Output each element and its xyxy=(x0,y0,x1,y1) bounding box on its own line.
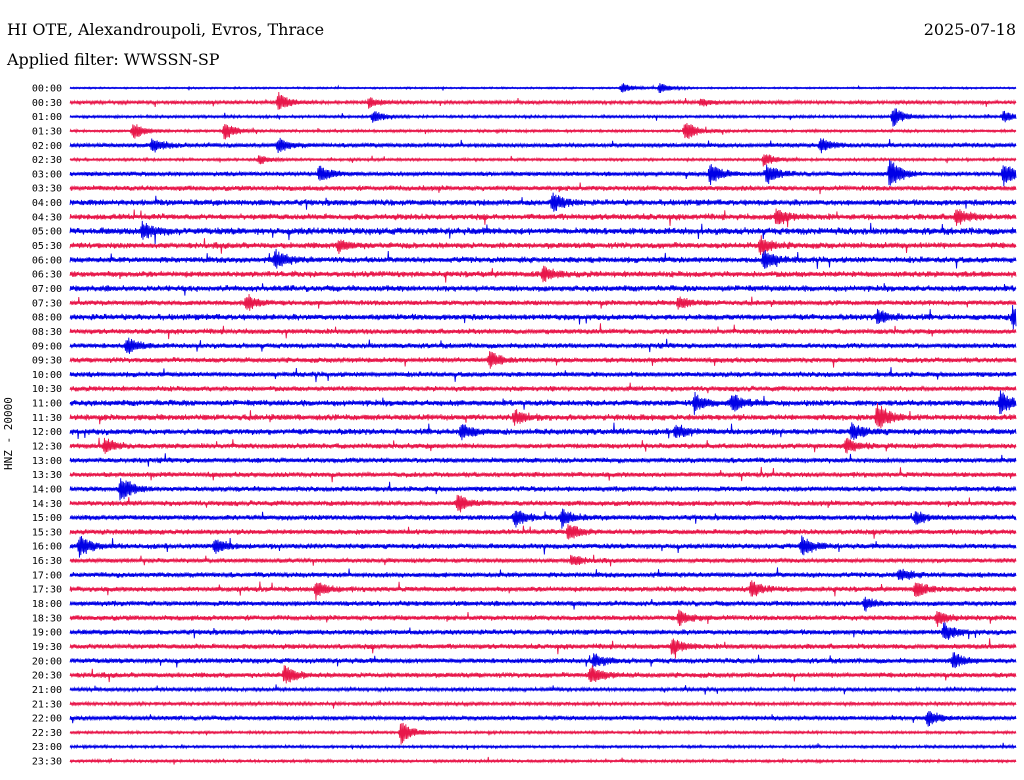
seismic-trace-1900 xyxy=(69,622,1017,640)
seismic-trace-1730 xyxy=(69,580,1017,601)
row-time-label: 11:00 xyxy=(32,399,62,410)
row-time-label: 21:30 xyxy=(32,699,62,710)
seismic-trace-0430 xyxy=(69,208,1017,228)
station-title: HI OTE, Alexandroupoli, Evros, Thrace xyxy=(7,20,325,39)
row-time-label: 19:30 xyxy=(32,642,62,653)
row-time-label: 17:00 xyxy=(32,570,62,581)
row-time-label: 08:30 xyxy=(32,327,62,338)
row-time-label: 03:30 xyxy=(32,184,62,195)
row-time-label: 09:00 xyxy=(32,341,62,352)
row-time-label: 12:00 xyxy=(32,427,62,438)
row-time-label: 04:30 xyxy=(32,212,62,223)
row-time-label: 04:00 xyxy=(32,198,62,209)
seismic-trace-2230 xyxy=(69,722,1017,745)
seismic-trace-0230 xyxy=(69,154,1017,167)
row-time-label: 02:00 xyxy=(32,141,62,152)
row-time-label: 01:30 xyxy=(32,126,62,137)
row-time-label: 06:30 xyxy=(32,270,62,281)
row-time-label: 17:30 xyxy=(32,585,62,596)
row-time-label: 22:30 xyxy=(32,728,62,739)
row-time-label: 14:00 xyxy=(32,484,62,495)
row-time-label: 16:00 xyxy=(32,542,62,553)
row-time-label: 16:30 xyxy=(32,556,62,567)
row-time-label: 15:30 xyxy=(32,527,62,538)
seismic-trace-1230 xyxy=(69,437,1017,454)
row-time-label: 14:30 xyxy=(32,499,62,510)
row-time-label: 13:00 xyxy=(32,456,62,467)
seismic-trace-1930 xyxy=(69,638,1017,659)
row-time-label: 21:00 xyxy=(32,685,62,696)
row-time-label: 10:30 xyxy=(32,384,62,395)
row-time-label: 22:00 xyxy=(32,714,62,725)
seismic-trace-0630 xyxy=(69,265,1017,283)
row-time-label: 11:30 xyxy=(32,413,62,424)
row-time-label: 23:00 xyxy=(32,742,62,753)
row-time-label: 06:00 xyxy=(32,255,62,266)
row-time-label: 08:00 xyxy=(32,313,62,324)
row-time-label: 18:00 xyxy=(32,599,62,610)
row-time-label: 02:30 xyxy=(32,155,62,166)
seismic-trace-0300 xyxy=(69,159,1017,186)
row-time-label: 19:00 xyxy=(32,628,62,639)
row-time-label: 01:00 xyxy=(32,112,62,123)
row-time-label: 20:30 xyxy=(32,671,62,682)
row-time-label: 07:00 xyxy=(32,284,62,295)
row-time-label: 00:00 xyxy=(32,84,62,95)
filter-label: Applied filter: WWSSN-SP xyxy=(7,50,220,69)
row-time-label: 13:30 xyxy=(32,470,62,481)
seismic-trace-0100 xyxy=(69,108,1017,127)
row-time-label: 12:30 xyxy=(32,442,62,453)
seismic-trace-1500 xyxy=(69,508,1017,529)
seismic-trace-0030 xyxy=(69,92,1017,110)
row-time-label: 20:00 xyxy=(32,656,62,667)
seismic-trace-0700 xyxy=(69,283,1017,296)
seismic-trace-1130 xyxy=(69,402,1017,429)
row-time-label: 09:30 xyxy=(32,356,62,367)
row-time-label: 23:30 xyxy=(32,757,62,768)
row-time-label: 07:30 xyxy=(32,298,62,309)
seismic-trace-0500 xyxy=(69,220,1017,245)
date-label: 2025-07-18 xyxy=(923,20,1016,39)
row-time-label: 05:30 xyxy=(32,241,62,252)
row-time-label: 10:00 xyxy=(32,370,62,381)
seismic-trace-0600 xyxy=(69,248,1017,269)
row-time-label: 18:30 xyxy=(32,613,62,624)
seismic-trace-1030 xyxy=(69,382,1017,394)
row-time-label: 03:00 xyxy=(32,169,62,180)
seismic-trace-1700 xyxy=(69,567,1017,581)
seismic-trace-1100 xyxy=(69,390,1017,415)
row-time-label: 15:00 xyxy=(32,513,62,524)
row-time-label: 05:00 xyxy=(32,227,62,238)
row-time-label: 00:30 xyxy=(32,98,62,109)
